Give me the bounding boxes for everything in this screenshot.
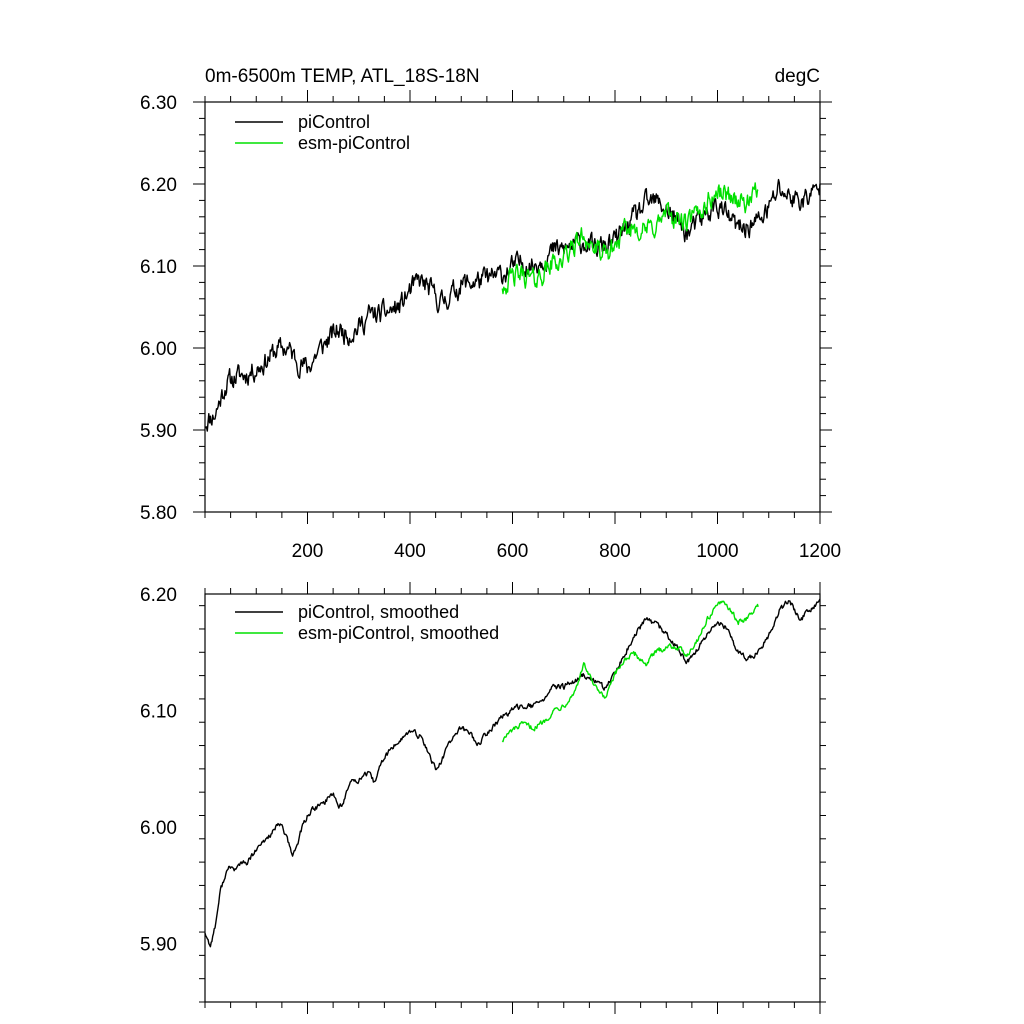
- y-tick-label: 5.90: [140, 421, 177, 442]
- plot-frame: [204, 593, 821, 1003]
- y-tick-label: 5.80: [140, 503, 177, 524]
- top-chart-panel: 0m-6500m TEMP, ATL_18S-18N degC 200 400 60…: [140, 66, 841, 562]
- legend-label: piControl, smoothed: [298, 602, 459, 622]
- chart-title: 0m-6500m TEMP, ATL_18S-18N: [205, 66, 480, 87]
- x-tick-label: 800: [599, 541, 631, 562]
- bottom-chart-panel: 5.90 6.00 6.10 6.20 piControl, smoothedesm-p…: [140, 582, 826, 1014]
- legend-label: esm-piControl, smoothed: [298, 623, 499, 643]
- series-line-esm-picontrol-smoothed: [501, 600, 759, 743]
- plot-frame: [204, 101, 821, 513]
- y-tick-label: 6.20: [140, 585, 177, 606]
- x-tick-label: 1000: [696, 541, 738, 562]
- x-tick-label: 200: [292, 541, 324, 562]
- legend-label: esm-piControl: [298, 133, 410, 153]
- y-tick-label: 6.00: [140, 818, 177, 839]
- series-line-picontrol: [204, 178, 821, 432]
- series-line-picontrol-smoothed: [204, 598, 821, 948]
- y-tick-label: 6.10: [140, 702, 177, 723]
- series-line-esm-picontrol: [501, 182, 759, 295]
- y-tick-label: 6.30: [140, 93, 177, 114]
- x-tick-label: 400: [394, 541, 426, 562]
- y-tick-label: 6.20: [140, 175, 177, 196]
- x-tick-label: 1200: [799, 541, 841, 562]
- x-tick-label: 600: [497, 541, 529, 562]
- units-label: degC: [775, 66, 820, 87]
- legend-label: piControl: [298, 112, 370, 132]
- y-tick-label: 5.90: [140, 935, 177, 956]
- y-tick-label: 6.00: [140, 339, 177, 360]
- y-tick-label: 6.10: [140, 257, 177, 278]
